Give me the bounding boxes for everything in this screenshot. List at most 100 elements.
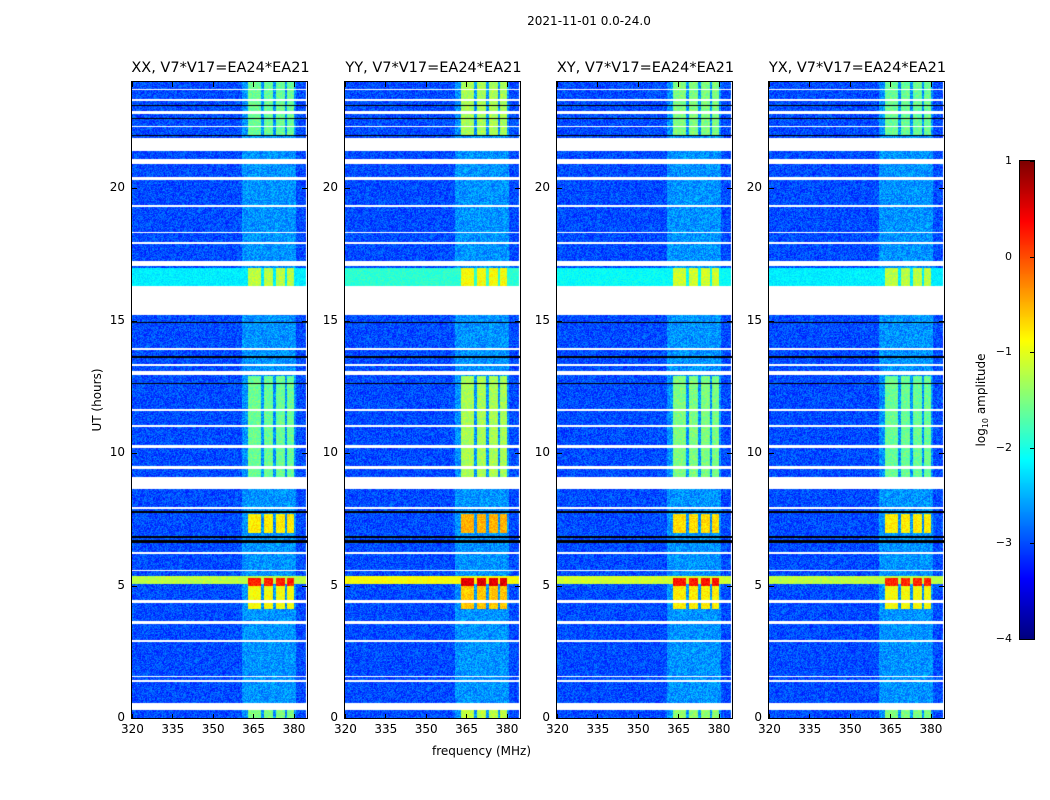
x-tick-mark <box>637 82 639 87</box>
colorbar: 1 0 −1 −2 −3 −4 <box>996 154 1035 645</box>
panel-title: XY, V7*V17=EA24*EA21 <box>556 60 735 76</box>
spectrogram-image <box>769 82 944 718</box>
y-tick-label: 15 <box>746 312 762 327</box>
x-tick-mark <box>385 714 387 719</box>
x-tick-mark <box>930 82 932 87</box>
x-tick-mark <box>678 714 680 719</box>
y-tick-mark <box>769 453 774 454</box>
x-tick-label: 380 <box>919 722 943 736</box>
x-tick-mark <box>385 82 387 87</box>
y-tick-label: 20 <box>322 180 338 194</box>
y-tick-label: 0 <box>754 710 762 724</box>
colorbar-tick-label: −4 <box>995 632 1012 645</box>
x-tick-label: 350 <box>838 722 862 736</box>
y-tick-mark <box>557 718 562 719</box>
x-tick-mark <box>597 714 599 719</box>
colorbar-tick-mark <box>1030 352 1035 354</box>
x-tick-label: 365 <box>667 722 691 736</box>
x-tick-mark <box>849 714 851 719</box>
y-tick-label: 10 <box>322 445 338 459</box>
y-tick-mark <box>769 585 774 587</box>
y-tick-label: 10 <box>534 445 550 459</box>
x-axis-label: frequency (MHz) <box>432 744 532 758</box>
x-tick-mark <box>637 714 639 719</box>
y-tick-mark <box>557 585 562 587</box>
spectrogram-panel-yx: YX, V7*V17=EA24*EA21 320 335 350 365 380 0 5 10… <box>747 60 946 736</box>
spectrogram-panel-xx: XX, V7*V17=EA24*EA21 320 335 350 365 380 0 5 10… <box>110 60 310 736</box>
colorbar-tick-label: −3 <box>995 536 1012 550</box>
y-tick-label: 5 <box>542 577 550 592</box>
colorbar-tick-mark <box>1030 639 1035 640</box>
x-tick-mark <box>809 714 811 719</box>
x-tick-mark <box>172 82 174 87</box>
x-tick-mark <box>557 82 558 87</box>
y-tick-mark <box>557 188 562 189</box>
x-tick-label: 320 <box>334 722 357 736</box>
y-tick-label: 5 <box>754 577 762 592</box>
x-tick-label: 320 <box>758 722 781 736</box>
y-tick-label: 10 <box>109 445 125 459</box>
y-tick-label: 20 <box>534 180 550 194</box>
x-tick-mark <box>506 82 508 87</box>
y-axis-label: UT (hours) <box>90 368 104 432</box>
y-tick-mark <box>727 188 732 189</box>
panel-title: XX, V7*V17=EA24*EA21 <box>131 60 310 76</box>
x-tick-label: 350 <box>414 722 438 736</box>
y-tick-mark <box>727 320 732 322</box>
y-tick-label: 10 <box>746 445 762 459</box>
spectrogram-image <box>557 82 732 718</box>
colorbar-tick-label: −1 <box>995 345 1012 359</box>
x-tick-mark <box>466 714 468 719</box>
y-tick-mark <box>557 453 562 454</box>
x-tick-label: 335 <box>161 722 185 736</box>
y-tick-label: 15 <box>109 312 125 327</box>
y-tick-mark <box>302 188 307 189</box>
x-tick-mark <box>718 714 720 719</box>
x-tick-mark <box>678 82 680 87</box>
colorbar-tick-label: 1 <box>1005 154 1012 167</box>
y-tick-mark <box>727 453 732 454</box>
y-tick-mark <box>302 585 307 587</box>
x-tick-mark <box>293 714 295 719</box>
x-tick-mark <box>253 82 255 87</box>
spectrogram-image <box>345 82 520 718</box>
y-tick-mark <box>345 718 350 719</box>
x-tick-label: 365 <box>242 722 266 736</box>
colorbar-tick-mark <box>1030 256 1035 258</box>
colorbar-tick-mark <box>1030 543 1035 545</box>
spectrogram-image <box>132 82 307 718</box>
x-tick-mark <box>132 82 133 87</box>
colorbar-label: log10 amplitude <box>973 353 991 447</box>
x-tick-mark <box>212 714 214 719</box>
x-tick-mark <box>212 82 214 87</box>
x-tick-label: 320 <box>121 722 144 736</box>
x-tick-label: 335 <box>798 722 822 736</box>
y-tick-mark <box>345 188 350 189</box>
y-tick-label: 0 <box>117 710 125 724</box>
x-tick-label: 380 <box>495 722 519 736</box>
x-tick-mark <box>809 82 811 87</box>
y-tick-mark <box>727 718 732 719</box>
x-tick-label: 365 <box>879 722 903 736</box>
x-tick-mark <box>345 714 346 719</box>
x-tick-label: 335 <box>374 722 398 736</box>
x-tick-label: 350 <box>201 722 225 736</box>
y-tick-mark <box>515 718 520 719</box>
x-tick-mark <box>253 714 255 719</box>
y-tick-mark <box>769 320 774 322</box>
y-tick-mark <box>302 453 307 454</box>
x-tick-mark <box>769 714 770 719</box>
x-tick-mark <box>597 82 599 87</box>
x-tick-mark <box>506 714 508 719</box>
y-tick-mark <box>345 320 350 322</box>
y-tick-mark <box>515 320 520 322</box>
colorbar-tick-label: 0 <box>1005 249 1012 263</box>
x-tick-mark <box>890 82 892 87</box>
y-tick-mark <box>132 453 137 454</box>
colorbar-tick-mark <box>1030 447 1035 449</box>
y-tick-mark <box>302 718 307 719</box>
y-tick-label: 5 <box>330 577 338 592</box>
y-tick-mark <box>769 718 774 719</box>
colorbar-tick-mark <box>1030 161 1035 162</box>
y-tick-mark <box>515 453 520 454</box>
